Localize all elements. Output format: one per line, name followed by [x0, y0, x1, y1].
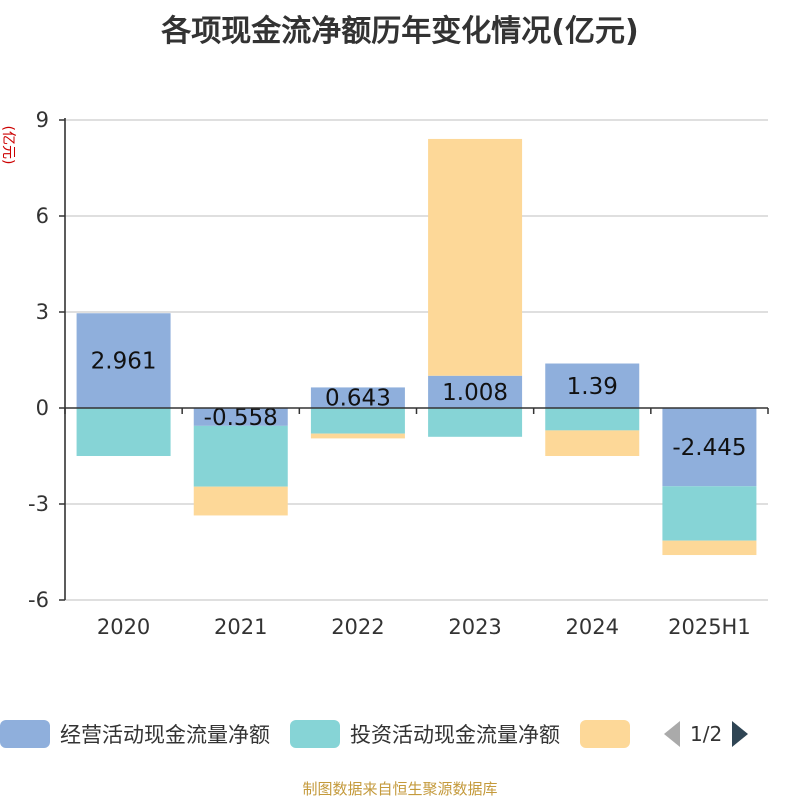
- data-label: -0.558: [204, 405, 278, 431]
- bar-financing-2021: [193, 486, 288, 516]
- bar-financing-2022: [310, 433, 405, 439]
- legend-item-investing[interactable]: 投资活动现金流量净额: [290, 719, 560, 749]
- legend: 经营活动现金流量净额 投资活动现金流量净额 1/2: [0, 714, 749, 754]
- x-tick-label: 2020: [97, 615, 150, 639]
- data-label: -2.445: [672, 435, 746, 461]
- chart-title: 各项现金流净额历年变化情况(亿元): [161, 14, 639, 49]
- legend-swatch-operating: [0, 720, 50, 748]
- bar-financing-2024: [545, 430, 640, 456]
- data-label: 2.961: [91, 349, 157, 375]
- bar-investing-2023: [428, 408, 523, 437]
- x-tick-label: 2021: [214, 615, 267, 639]
- bar-operating-2021: [193, 408, 288, 426]
- y-tick-label: 3: [36, 300, 49, 324]
- bar-investing-2021: [193, 425, 288, 487]
- bar-financing-2023: [428, 138, 523, 376]
- x-tick-label: 2023: [448, 615, 501, 639]
- legend-label-investing: 投资活动现金流量净额: [350, 723, 560, 747]
- legend-page-indicator: 1/2: [690, 722, 723, 746]
- bar-investing-2025H1: [662, 486, 757, 541]
- y-tick-label: -6: [28, 588, 49, 612]
- legend-item-operating[interactable]: 经营活动现金流量净额: [0, 719, 270, 749]
- legend-item-financing[interactable]: [580, 720, 640, 748]
- y-tick-label: 0: [36, 396, 49, 420]
- legend-pager: 1/2: [660, 721, 749, 747]
- x-tick-label: 2025H1: [668, 615, 751, 639]
- data-label: 1.008: [442, 380, 508, 406]
- legend-swatch-investing: [290, 720, 340, 748]
- legend-label-operating: 经营活动现金流量净额: [60, 723, 270, 747]
- y-tick-label: 6: [36, 204, 49, 228]
- bar-operating-2025H1: [662, 408, 757, 487]
- x-tick-label: 2024: [566, 615, 619, 639]
- legend-prev-page-icon[interactable]: [664, 721, 680, 747]
- bar-investing-2024: [545, 408, 640, 431]
- bar-investing-2022: [310, 408, 405, 434]
- bar-operating-2024: [545, 363, 640, 408]
- bar-investing-2020: [76, 408, 171, 456]
- y-tick-label: -3: [28, 492, 49, 516]
- legend-swatch-financing: [580, 720, 630, 748]
- bar-operating-2023: [428, 375, 523, 408]
- bar-operating-2022: [310, 387, 405, 408]
- y-tick-label: 9: [36, 108, 49, 132]
- bar-operating-2020: [76, 313, 171, 408]
- x-tick-label: 2022: [331, 615, 384, 639]
- data-label: 1.39: [567, 374, 618, 400]
- legend-next-page-icon[interactable]: [732, 721, 749, 747]
- y-axis-unit-label: (亿元): [0, 126, 16, 165]
- bar-financing-2025H1: [662, 540, 757, 556]
- source-note: 制图数据来自恒生聚源数据库: [302, 780, 498, 798]
